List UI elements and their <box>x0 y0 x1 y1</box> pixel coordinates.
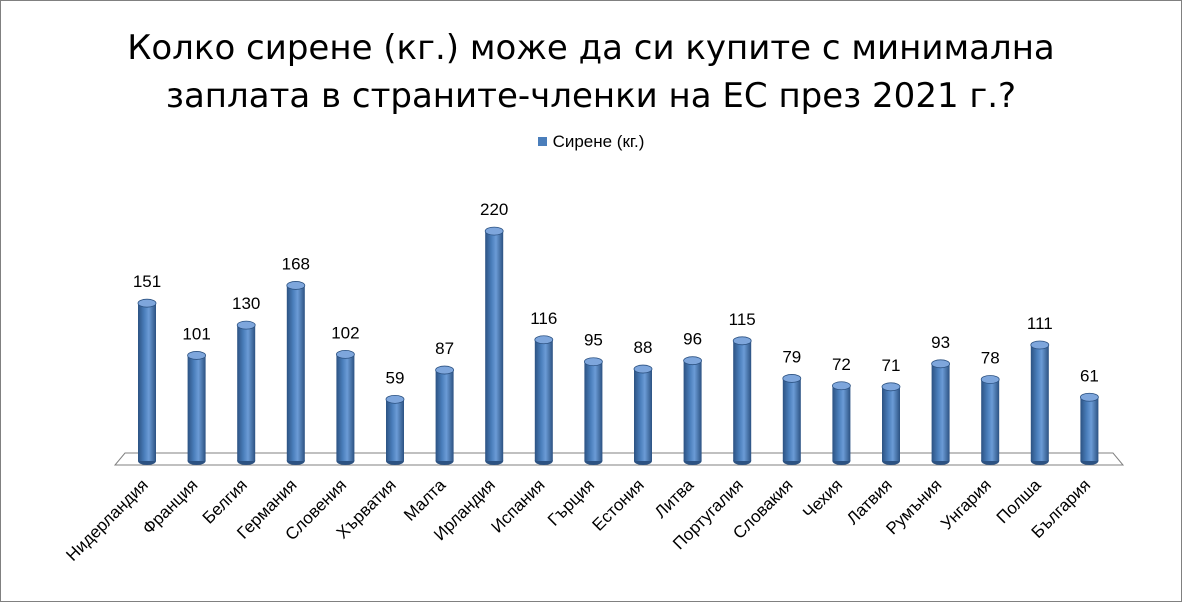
bar-10 <box>584 357 603 465</box>
bar-body <box>187 355 206 461</box>
bar-cap <box>1030 340 1050 350</box>
bar-4 <box>286 281 306 465</box>
category-label-18: Унгария <box>937 475 995 533</box>
bar-cap <box>931 359 950 369</box>
category-label-1: Нидерландия <box>62 475 151 564</box>
bar-body <box>733 340 752 461</box>
data-label-20: 61 <box>1080 366 1099 385</box>
data-label-4: 168 <box>282 254 310 273</box>
bar-11 <box>633 364 653 465</box>
bar-9 <box>534 335 554 465</box>
bar-body <box>634 369 652 461</box>
data-label-7: 87 <box>435 339 454 358</box>
data-label-8: 220 <box>480 200 508 219</box>
bar-body <box>237 325 256 461</box>
data-label-15: 72 <box>832 355 851 374</box>
bar-1 <box>137 298 157 465</box>
category-label-9: Испания <box>487 475 548 536</box>
data-label-16: 71 <box>882 356 901 375</box>
bar-body <box>386 399 404 461</box>
data-label-11: 88 <box>634 338 653 357</box>
bar-5 <box>335 350 355 465</box>
bar-19 <box>1030 340 1050 465</box>
bar-cap <box>832 381 851 391</box>
bar-17 <box>931 359 950 465</box>
bar-cap <box>584 357 603 367</box>
bar-body <box>882 386 900 461</box>
bar-body <box>832 385 851 461</box>
bar-body <box>336 354 355 461</box>
data-label-13: 115 <box>729 310 756 329</box>
data-label-5: 102 <box>331 323 359 342</box>
chart-title: Колко сирене (кг.) може да си купите с м… <box>0 24 1182 120</box>
bar-6 <box>385 394 405 465</box>
bar-body <box>931 363 950 461</box>
bar-15 <box>832 381 851 465</box>
legend-label: Сирене (кг.) <box>552 132 645 151</box>
data-label-18: 78 <box>981 348 1000 367</box>
bar-cap <box>137 298 157 308</box>
bar-cap <box>385 394 405 404</box>
bar-body <box>584 361 603 461</box>
bar-cap <box>782 374 802 383</box>
bar-3 <box>236 320 256 465</box>
bar-7 <box>435 365 455 465</box>
bar-20 <box>1080 392 1099 465</box>
bar-body <box>981 379 1000 461</box>
bar-cap <box>1080 392 1099 402</box>
bar-cap <box>980 375 1000 384</box>
bar-cap <box>187 351 207 360</box>
bar-cap <box>732 336 752 346</box>
bar-body <box>782 378 801 461</box>
bar-12 <box>683 356 702 465</box>
category-label-17: Румъния <box>882 475 945 538</box>
data-label-9: 116 <box>530 309 557 328</box>
chart-title-line-1: Колко сирене (кг.) може да си купите с м… <box>127 28 1055 68</box>
bar-16 <box>881 382 901 465</box>
bar-body <box>485 231 504 461</box>
category-label-15: Чехия <box>799 475 846 522</box>
bar-13 <box>732 336 752 465</box>
bar-cap <box>484 226 504 236</box>
chart-floor <box>113 452 1125 466</box>
bar-body <box>286 285 305 461</box>
category-label-11: Естония <box>589 475 648 534</box>
category-label-2: Франция <box>139 475 202 538</box>
bar-cap <box>286 281 306 290</box>
bar-body <box>683 360 702 461</box>
bar-cap <box>236 320 256 330</box>
data-label-12: 96 <box>683 330 702 349</box>
data-label-1: 151 <box>133 272 161 291</box>
bar-cap <box>633 364 653 374</box>
bar-body <box>1030 345 1049 461</box>
bar-cap <box>534 335 554 345</box>
data-label-17: 93 <box>931 333 950 352</box>
bar-cap <box>683 356 702 366</box>
bar-body <box>534 339 553 461</box>
bar-2 <box>187 351 207 465</box>
bar-body <box>435 370 454 461</box>
bar-cap <box>335 350 355 359</box>
bar-cap <box>435 365 455 375</box>
data-label-2: 101 <box>182 324 210 343</box>
chart-title-line-2: заплата в страните-членки на ЕС през 202… <box>165 76 1017 116</box>
bar-body <box>138 303 156 461</box>
bar-cap <box>881 382 901 392</box>
category-label-12: Литва <box>651 475 698 522</box>
data-label-19: 111 <box>1027 314 1053 333</box>
chart-legend: Сирене (кг.) <box>0 132 1182 152</box>
legend-swatch <box>537 137 547 146</box>
bar-18 <box>980 375 1000 465</box>
data-label-10: 95 <box>584 331 603 350</box>
bar-14 <box>782 374 802 465</box>
data-label-6: 59 <box>386 368 405 387</box>
data-label-14: 79 <box>782 347 801 366</box>
bar-body <box>1080 397 1099 461</box>
bar-8 <box>484 226 504 465</box>
data-label-3: 130 <box>232 294 260 313</box>
